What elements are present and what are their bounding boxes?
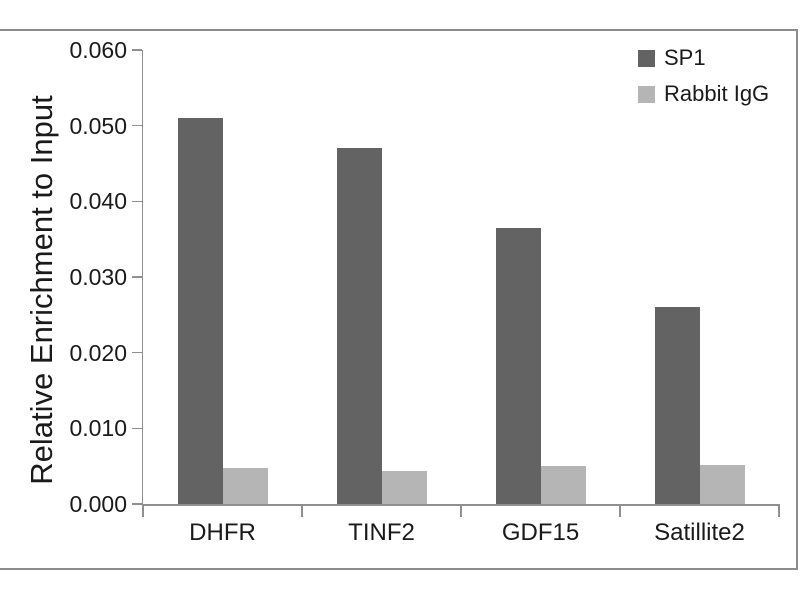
bar-sp1-dhfr	[177, 118, 223, 504]
bar-sp1-satillite2	[654, 307, 700, 504]
y-tick-label: 0.060	[69, 37, 127, 63]
y-tick-label: 0.040	[69, 188, 127, 215]
y-tick-label: 0.030	[69, 264, 127, 290]
y-tick	[132, 503, 142, 505]
bar-rabbit-igg-tinf2	[381, 471, 427, 504]
bar-rabbit-igg-satillite2	[699, 465, 745, 504]
y-tick	[132, 124, 142, 127]
y-tick-label: 0.050	[69, 112, 127, 139]
x-tick	[301, 504, 303, 517]
y-tick-label: 0.000	[69, 491, 127, 517]
x-tick	[142, 504, 144, 517]
legend-swatch-rabbit-igg-icon	[638, 85, 655, 103]
legend-item-sp1: SP1	[638, 47, 769, 69]
image-border-top	[0, 29, 798, 31]
x-axis-category-label: GDF15	[501, 519, 580, 546]
x-tick	[778, 504, 780, 517]
bar-sp1-gdf15	[495, 228, 541, 504]
legend-item-rabbit-igg: Rabbit IgG	[638, 83, 769, 105]
image-border-bottom	[0, 568, 798, 570]
x-axis-category-label: DHFR	[189, 519, 256, 546]
bar-rabbit-igg-dhfr	[222, 468, 268, 504]
legend-swatch-sp1-icon	[638, 49, 655, 67]
legend-label-rabbit-igg: Rabbit IgG	[664, 81, 770, 106]
y-tick	[132, 351, 142, 354]
x-tick	[619, 504, 621, 517]
y-tick	[132, 427, 142, 430]
legend: SP1 Rabbit IgG	[638, 47, 769, 105]
bar-rabbit-igg-gdf15	[540, 466, 586, 504]
x-axis-category-label: TINF2	[348, 519, 415, 546]
y-tick	[132, 276, 142, 278]
x-axis-category-label: Satillite2	[654, 519, 745, 546]
y-tick	[132, 200, 142, 203]
y-axis-line	[141, 50, 143, 504]
x-tick	[460, 504, 462, 517]
y-tick-label: 0.020	[69, 339, 127, 366]
y-tick	[132, 49, 142, 51]
bar-sp1-tinf2	[336, 148, 382, 504]
image-border-right	[796, 29, 798, 570]
legend-label-sp1: SP1	[664, 45, 706, 70]
y-tick-label: 0.010	[69, 415, 127, 442]
